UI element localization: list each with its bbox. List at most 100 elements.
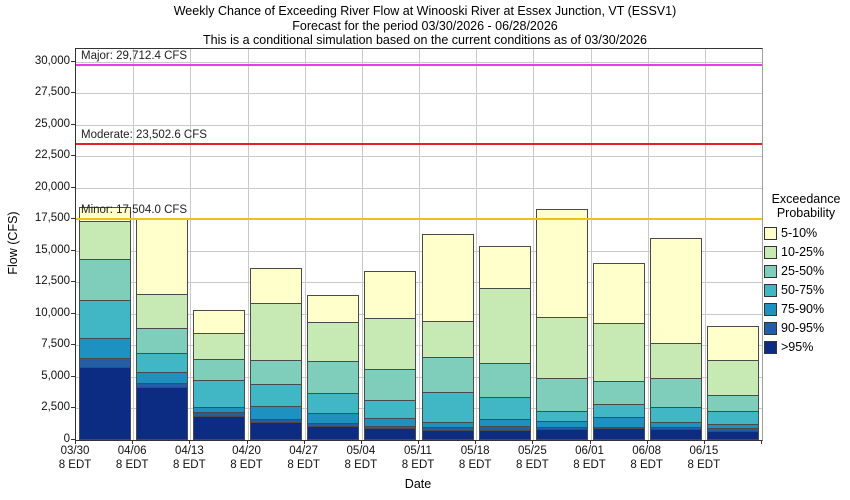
bar-segment-25-50%: [308, 361, 359, 394]
legend-swatch-icon: [764, 226, 777, 240]
bar-segment->95%: [422, 429, 473, 439]
bar-segment-5-10%: [479, 246, 530, 288]
y-tick-label: 10,000: [34, 306, 70, 319]
x-tick-date: 04/27: [289, 445, 319, 457]
bar-segment->95%: [136, 387, 187, 439]
x-tick-time: 8 EDT: [230, 459, 263, 471]
bar-segment-90-95%: [708, 428, 759, 431]
bar-segment-50-75%: [594, 403, 645, 418]
bar-segment-75-90%: [536, 420, 587, 427]
bar-segment-50-75%: [365, 399, 416, 418]
bar-segment-5-10%: [536, 210, 587, 317]
bar-segment-25-50%: [536, 378, 587, 412]
x-tick-mark: [247, 440, 248, 444]
bar-segment-5-10%: [594, 264, 645, 323]
x-tick-time: 8 EDT: [516, 459, 549, 471]
x-tick-mark: [475, 440, 476, 444]
stacked-bar-05-25: [535, 209, 588, 440]
legend-item-label: 90-95%: [781, 321, 825, 335]
x-tick-label-04-13: 04/13 8 EDT: [160, 444, 218, 472]
legend-item-label: 50-75%: [781, 283, 825, 297]
gridline-vertical: [305, 49, 306, 440]
x-tick-mark: [761, 440, 762, 444]
y-tick-label: 17,500: [34, 212, 70, 225]
bar-segment-75-90%: [651, 422, 702, 427]
bar-segment-75-90%: [136, 371, 187, 383]
bar-segment-5-10%: [708, 327, 759, 360]
stacked-bar-06-08: [650, 238, 703, 440]
bar-segment-50-75%: [193, 379, 244, 407]
x-tick-time: 8 EDT: [458, 459, 492, 471]
x-tick-label-05-18: 05/18 8 EDT: [446, 444, 504, 472]
bar-segment-75-90%: [251, 406, 302, 420]
stacked-bar-05-04: [364, 270, 417, 440]
bar-segment-5-10%: [79, 207, 130, 222]
y-tick-mark: [71, 312, 75, 314]
bar-segment-90-95%: [594, 426, 645, 429]
y-tick-mark: [71, 407, 75, 409]
legend-swatch-icon: [764, 321, 777, 335]
threshold-label-major: Major: 29,712.4 CFS: [81, 50, 188, 63]
bar-segment-90-95%: [536, 426, 587, 430]
x-tick-time: 8 EDT: [630, 459, 663, 471]
gridline-vertical: [533, 49, 534, 440]
legend-title-line2: Probability: [776, 206, 836, 220]
stacked-bar-04-06: [135, 219, 188, 440]
legend-swatch-icon: [764, 283, 777, 297]
y-tick-mark: [71, 375, 75, 377]
bar-segment-10-25%: [594, 322, 645, 381]
y-tick-label: 2,500: [41, 401, 70, 414]
x-tick-mark: [132, 440, 133, 444]
bar-segment-5-10%: [422, 235, 473, 322]
bar-segment-10-25%: [708, 359, 759, 395]
legend-item-label: >95%: [781, 340, 814, 354]
bar-segment-50-75%: [708, 411, 759, 425]
y-tick-mark: [71, 123, 75, 125]
x-tick-time: 8 EDT: [115, 459, 149, 471]
bar-segment-90-95%: [651, 426, 702, 430]
legend-title: Exceedance Probability: [762, 192, 850, 220]
x-tick-date: 05/18: [460, 445, 490, 457]
bar-segment->95%: [536, 429, 587, 439]
gridline-vertical: [705, 49, 706, 440]
x-tick-mark: [361, 440, 362, 444]
x-tick-time: 8 EDT: [58, 459, 92, 471]
y-tick-label: 7,500: [41, 338, 70, 351]
bar-segment->95%: [708, 430, 759, 439]
y-tick-mark: [71, 281, 75, 283]
bar-segment-5-10%: [251, 269, 302, 304]
bar-segment-10-25%: [536, 316, 587, 379]
legend-item-50-75%: 50-75%: [764, 283, 850, 297]
x-tick-time: 8 EDT: [287, 459, 320, 471]
gridline-vertical: [362, 49, 363, 440]
bar-segment-75-90%: [479, 419, 530, 426]
gridline-vertical: [190, 49, 191, 440]
x-tick-mark: [304, 440, 305, 444]
gridline-vertical: [248, 49, 249, 440]
y-tick-label: 30,000: [34, 54, 70, 67]
legend-title-line1: Exceedance: [771, 192, 841, 206]
chart-note: This is a conditional simulation based o…: [202, 33, 648, 47]
x-tick-date: 06/08: [632, 445, 662, 457]
bar-segment->95%: [251, 421, 302, 439]
bar-segment-50-75%: [536, 411, 587, 421]
bar-segment-5-10%: [365, 272, 416, 318]
x-tick-date: 05/11: [404, 445, 432, 457]
legend-item-label: 25-50%: [781, 264, 825, 278]
x-tick-mark: [189, 440, 190, 444]
y-tick-mark: [71, 60, 75, 62]
stacked-bar-05-18: [478, 245, 531, 440]
x-tick-time: 8 EDT: [687, 459, 721, 471]
bar-segment-75-90%: [79, 338, 130, 359]
bar-segment-90-95%: [79, 358, 130, 367]
x-tick-date: 03/30: [60, 445, 90, 457]
threshold-label-minor: Minor: 17,504.0 CFS: [81, 204, 188, 217]
bar-segment-10-25%: [136, 294, 187, 328]
threshold-line-major: [76, 64, 762, 67]
bar-segment-25-50%: [251, 360, 302, 384]
bar-segment-10-25%: [79, 221, 130, 259]
legend-item-label: 75-90%: [781, 302, 825, 316]
x-tick-label-04-27: 04/27 8 EDT: [275, 444, 333, 472]
bar-segment->95%: [193, 415, 244, 439]
